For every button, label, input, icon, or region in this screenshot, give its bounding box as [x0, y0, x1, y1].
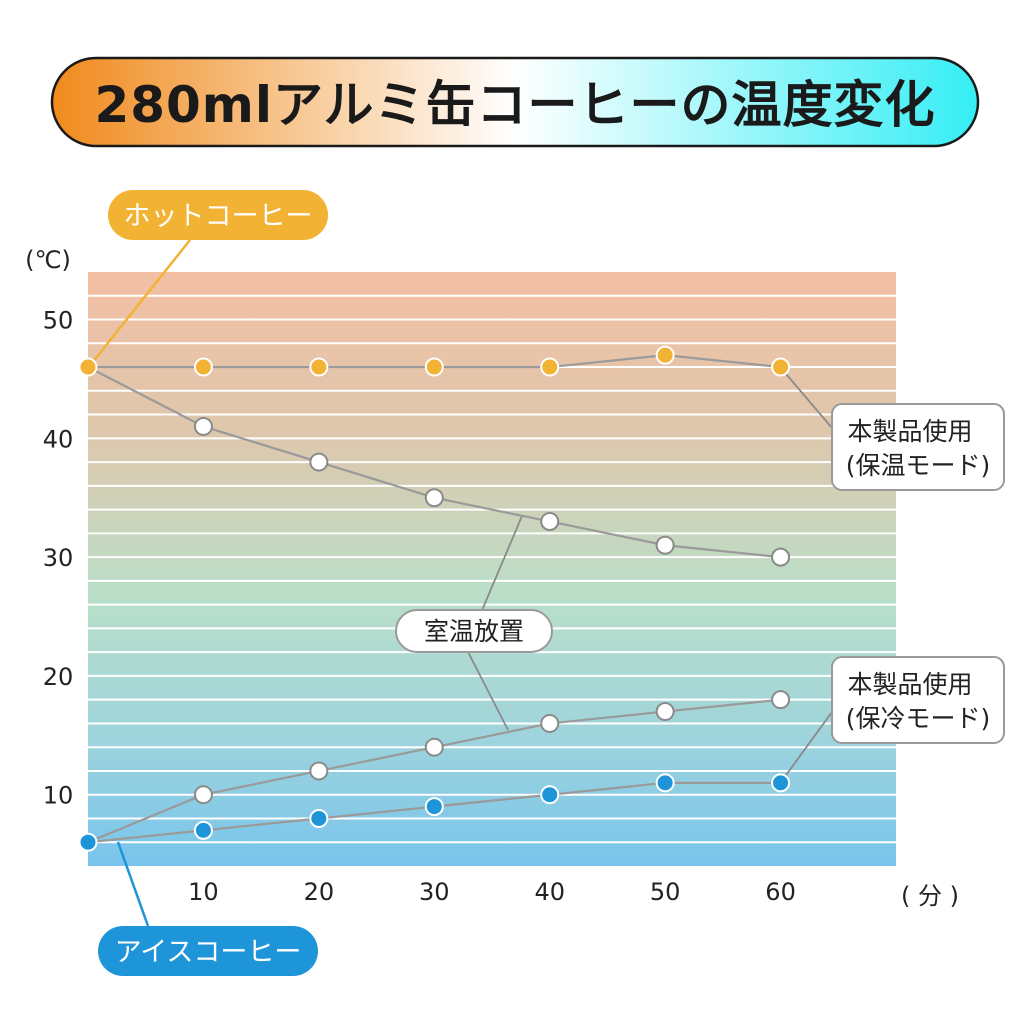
- data-point-open: [424, 737, 444, 757]
- data-point-open: [309, 452, 329, 472]
- keep-warm-callout: [831, 403, 1005, 491]
- data-point-cold: [771, 773, 791, 793]
- x-tick-label: 50: [650, 878, 681, 906]
- hot-coffee-label: ホットコーヒー: [124, 201, 313, 232]
- series-points: [78, 345, 791, 852]
- title-banner: [50, 56, 980, 148]
- keep-cold-callout: [831, 656, 1005, 744]
- plot-area: [88, 272, 896, 866]
- data-point-open: [540, 713, 560, 733]
- data-point-open: [193, 416, 213, 436]
- data-point-open: [540, 511, 560, 531]
- data-point-cold: [78, 832, 98, 852]
- data-point-cold: [193, 820, 213, 840]
- cold-badge-leader: [116, 841, 150, 927]
- data-point-open: [309, 761, 329, 781]
- y-tick-label: 10: [43, 782, 74, 810]
- iced-coffee-label: アイスコーヒー: [115, 937, 302, 968]
- hot-badge-leader: [87, 239, 191, 369]
- data-point-open: [655, 535, 675, 555]
- data-point-hot: [540, 357, 560, 377]
- room-temp-label: 室温放置: [424, 617, 524, 646]
- data-point-cold: [424, 797, 444, 817]
- data-point-open: [771, 547, 791, 567]
- x-tick-label: 30: [419, 878, 450, 906]
- keep-warm-leader: [780, 367, 833, 429]
- iced-coffee-badge: [98, 926, 318, 976]
- y-tick-label: 40: [43, 425, 74, 453]
- keep-warm-label-line2: (保温モード): [846, 451, 991, 480]
- data-point-hot: [771, 357, 791, 377]
- data-point-cold: [655, 773, 675, 793]
- x-tick-label: 20: [304, 878, 335, 906]
- data-point-cold: [309, 808, 329, 828]
- x-tick-label: 10: [188, 878, 219, 906]
- keep-warm-label-line1: 本製品使用: [847, 417, 972, 446]
- data-point-hot: [193, 357, 213, 377]
- data-point-open: [424, 488, 444, 508]
- keep-cold-label-line2: (保冷モード): [846, 704, 991, 733]
- x-tick-labels: 10 20 30 40 50 60: [188, 878, 796, 906]
- y-tick-labels: 10 20 30 40 50: [43, 307, 74, 810]
- x-tick-label: 40: [534, 878, 565, 906]
- room-temp-callout: [395, 609, 553, 653]
- hot-coffee-badge: [108, 190, 328, 240]
- data-point-hot: [655, 345, 675, 365]
- chart-title: 280mlアルミ缶コーヒーの温度変化: [94, 76, 935, 134]
- data-point-hot: [424, 357, 444, 377]
- y-tick-label: 20: [43, 663, 74, 691]
- keep-cold-leader: [780, 711, 833, 783]
- data-point-open: [193, 785, 213, 805]
- keep-cold-label-line1: 本製品使用: [847, 670, 972, 699]
- data-point-hot: [78, 357, 98, 377]
- x-tick-label: 60: [765, 878, 796, 906]
- y-axis-unit: (℃): [25, 246, 71, 274]
- data-point-cold: [540, 785, 560, 805]
- y-tick-label: 50: [43, 307, 74, 335]
- data-point-open: [655, 702, 675, 722]
- x-axis-unit: ( 分 ): [901, 882, 959, 910]
- data-point-open: [771, 690, 791, 710]
- data-point-hot: [309, 357, 329, 377]
- y-tick-label: 30: [43, 544, 74, 572]
